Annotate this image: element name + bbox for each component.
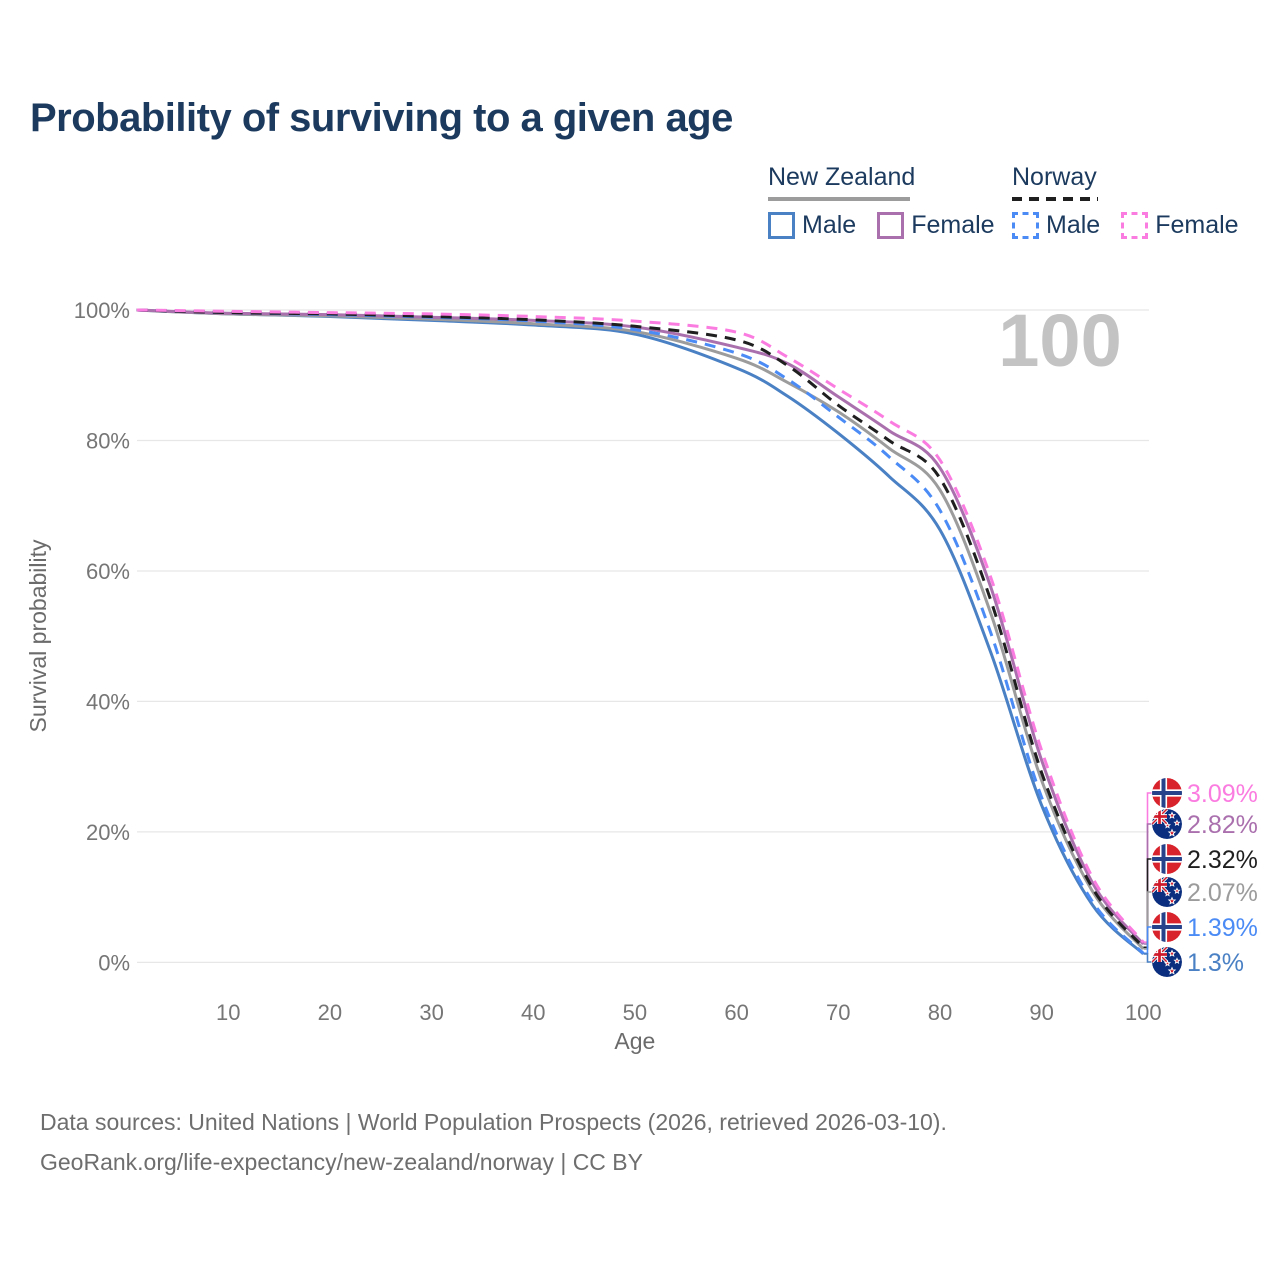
new-zealand-flag-icon [1152, 877, 1182, 907]
legend-item-nz-female[interactable]: Female [877, 211, 995, 240]
legend-items-new-zealand: Male Female [768, 211, 995, 240]
norway-female-swatch [1121, 212, 1149, 239]
norway-total-line-swatch [1012, 197, 1098, 201]
y-tick-0: 0% [98, 950, 130, 975]
norway-male-label: Male [1046, 211, 1101, 239]
y-tick-80: 80% [86, 429, 130, 454]
y-tick-100: 100% [74, 298, 130, 323]
x-tick-30: 30 [419, 1000, 443, 1025]
attribution-line: GeoRank.org/life-expectancy/new-zealand/… [40, 1149, 643, 1175]
end-value-label-nz-male: 1.3% [1187, 949, 1244, 977]
nz-female-swatch [877, 212, 905, 239]
x-tick-100: 100 [1125, 1000, 1162, 1025]
norway-male-swatch [1012, 212, 1039, 239]
legend-header-norway[interactable]: Norway [1012, 163, 1239, 201]
x-tick-80: 80 [928, 1000, 952, 1025]
series-line-norway-male[interactable] [136, 308, 1145, 955]
legend-group-new-zealand: New Zealand Male Female [768, 163, 995, 240]
series-line-nz-female[interactable] [136, 308, 1145, 945]
legend-header-new-zealand[interactable]: New Zealand [768, 163, 995, 201]
page-title: Probability of surviving to a given age [30, 96, 733, 140]
norway-flag-icon [1152, 912, 1182, 942]
norway-female-label: Female [1155, 211, 1239, 239]
legend-item-norway-female[interactable]: Female [1121, 211, 1239, 240]
x-tick-70: 70 [826, 1000, 850, 1025]
x-tick-60: 60 [724, 1000, 748, 1025]
legend-item-nz-male[interactable]: Male [768, 211, 856, 240]
x-tick-90: 90 [1029, 1000, 1053, 1025]
end-label-connector-nz-total [1143, 891, 1152, 950]
series-line-nz-total[interactable] [136, 308, 1145, 950]
chart-legend: New Zealand Male Female Norway Male [0, 163, 1280, 243]
x-tick-50: 50 [623, 1000, 647, 1025]
y-tick-40: 40% [86, 689, 130, 714]
x-tick-20: 20 [318, 1000, 342, 1025]
end-label-connector-nz-male [1143, 953, 1152, 963]
legend-item-norway-male[interactable]: Male [1012, 211, 1100, 240]
legend-country-new-zealand-label: New Zealand [768, 163, 916, 191]
new-zealand-flag-icon [1152, 809, 1182, 839]
y-tick-20: 20% [86, 820, 130, 845]
series-line-norway-total[interactable] [136, 308, 1145, 949]
y-tick-60: 60% [86, 559, 130, 584]
series-line-norway-female[interactable] [136, 308, 1145, 944]
x-tick-10: 10 [216, 1000, 240, 1025]
end-value-label-nz-total: 2.07% [1187, 879, 1258, 907]
nz-male-swatch [768, 212, 795, 239]
end-value-label-norway-total: 2.32% [1187, 846, 1258, 874]
end-value-label-norway-female: 3.09% [1187, 780, 1258, 808]
nz-female-label: Female [911, 211, 995, 239]
series-line-nz-male[interactable] [136, 308, 1145, 956]
norway-flag-icon [1152, 778, 1182, 808]
x-axis-title: Age [614, 1028, 655, 1054]
legend-items-norway: Male Female [1012, 211, 1239, 240]
new-zealand-flag-icon [1152, 947, 1182, 977]
legend-country-norway-label: Norway [1012, 163, 1097, 191]
x-tick-40: 40 [521, 1000, 545, 1025]
chart-footer: Data sources: United Nations | World Pop… [40, 1102, 947, 1182]
hover-age-watermark: 100 [998, 299, 1121, 382]
new-zealand-total-line-swatch [768, 197, 910, 201]
nz-male-label: Male [802, 211, 857, 239]
data-sources-line: Data sources: United Nations | World Pop… [40, 1109, 947, 1135]
end-value-label-nz-female: 2.82% [1187, 811, 1258, 839]
legend-group-norway: Norway Male Female [1012, 163, 1239, 240]
y-axis-title: Survival probability [25, 539, 51, 733]
end-value-label-norway-male: 1.39% [1187, 914, 1258, 942]
norway-flag-icon [1152, 844, 1182, 874]
